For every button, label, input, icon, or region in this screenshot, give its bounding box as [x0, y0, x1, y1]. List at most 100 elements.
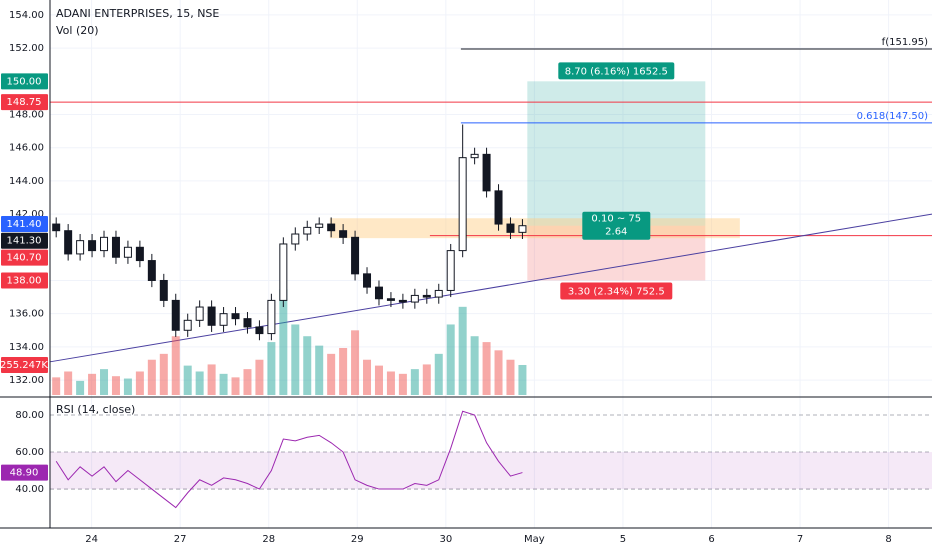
target-label-box [558, 62, 675, 80]
volume-bar [506, 359, 515, 395]
volume-bar [422, 364, 431, 395]
volume-bar [207, 364, 216, 395]
volume-bar [219, 373, 228, 395]
volume-bar [315, 345, 324, 395]
axis-price-box [1, 94, 48, 111]
ratio-label: 2.64 [605, 227, 627, 238]
rsi-line [55, 410, 523, 509]
candle-body [76, 240, 85, 255]
position-profit [527, 81, 706, 226]
candle-body [458, 157, 467, 252]
candle-body [315, 223, 324, 228]
volume-bar [231, 377, 240, 395]
candle-body [171, 299, 180, 331]
axis-price-box [1, 232, 48, 249]
candle-body [279, 243, 288, 301]
volume-bar [243, 369, 252, 395]
candle-body [207, 306, 216, 326]
candle-body [183, 319, 192, 331]
ratio-label-box [582, 211, 651, 240]
candle-body [111, 236, 120, 258]
volume-bar [88, 373, 97, 395]
axis-price-box [1, 216, 48, 233]
volume-bar [398, 373, 407, 395]
volume-bar [303, 336, 312, 395]
axis-price-label: 140.70 [7, 253, 42, 264]
trendline [49, 213, 932, 363]
x-tick-label: 29 [351, 534, 364, 545]
volume-bar [458, 306, 467, 395]
chart-title: ADANI ENTERPRISES, 15, NSE [56, 7, 219, 20]
volume-bar [279, 289, 288, 395]
candle-body [243, 318, 252, 328]
rsi-tick-label: 60.00 [15, 447, 44, 458]
volume-bar [135, 371, 144, 395]
volume-bar [76, 380, 85, 395]
volume-bar [255, 359, 264, 395]
volume-bar [291, 324, 300, 395]
rsi-tick-label: 40.00 [15, 484, 44, 495]
volume-bar [339, 347, 348, 395]
volume-bar [482, 342, 491, 395]
volume-bar [123, 378, 132, 395]
x-tick-label: 5 [620, 534, 626, 545]
x-tick-label: 27 [174, 534, 187, 545]
y-tick-label: 144.00 [9, 176, 44, 187]
rsi-title: RSI (14, close) [56, 403, 135, 416]
candle-body [135, 246, 144, 262]
candle-body [410, 294, 419, 303]
volume-bar [446, 324, 455, 395]
candle-body [494, 190, 503, 225]
candle-body [195, 306, 204, 321]
candle-body [291, 233, 300, 245]
candle-body [88, 240, 97, 252]
x-tick-label: 8 [885, 534, 891, 545]
axis-price-label: 138.00 [7, 275, 42, 286]
candle-body [123, 246, 132, 258]
axis-price-label: 255.247K [0, 360, 48, 371]
candle-body [147, 260, 156, 281]
volume-bar [470, 336, 479, 395]
volume-bar [100, 369, 109, 395]
volume-bar [494, 350, 503, 395]
candle-body [446, 250, 455, 291]
x-tick-label: 6 [708, 534, 714, 545]
x-tick-label: May [524, 534, 545, 545]
candle-body [100, 236, 109, 252]
candle-body [327, 223, 336, 232]
axis-price-box [1, 249, 48, 266]
candle-body [374, 286, 383, 300]
volume-bar [374, 365, 383, 395]
volume-bar [410, 369, 419, 395]
volume-bar [147, 359, 156, 395]
candle-body [363, 273, 372, 288]
stop-label: 3.30 (2.34%) 752.5 [568, 286, 665, 297]
volume-bar [111, 376, 120, 395]
axis-price-label: 48.90 [10, 468, 39, 479]
candle-body [52, 223, 61, 232]
axis-price-label: 150.00 [7, 76, 42, 87]
ratio-label: 0.10 ~ 75 [591, 214, 641, 225]
axis-price-box [1, 73, 48, 90]
volume-bar [434, 353, 443, 395]
candle-body [482, 153, 491, 192]
volume-bar [363, 359, 372, 395]
rsi-band [50, 452, 932, 490]
volume-bar [386, 371, 395, 395]
candle-body [506, 223, 515, 233]
volume-bar [518, 364, 527, 395]
volume-bar [351, 330, 360, 395]
rsi-tick-label: 80.00 [15, 410, 44, 421]
candle-body [64, 230, 73, 255]
y-tick-label: 142.00 [9, 209, 44, 220]
axis-price-box [1, 356, 48, 373]
candle-body [434, 289, 443, 298]
candle-body [386, 298, 395, 301]
line-label: f(151.95) [882, 37, 928, 48]
candle-body [219, 313, 228, 326]
volume-bar [171, 336, 180, 395]
y-tick-label: 132.00 [9, 375, 44, 386]
axis-price-label: 148.75 [7, 97, 42, 108]
